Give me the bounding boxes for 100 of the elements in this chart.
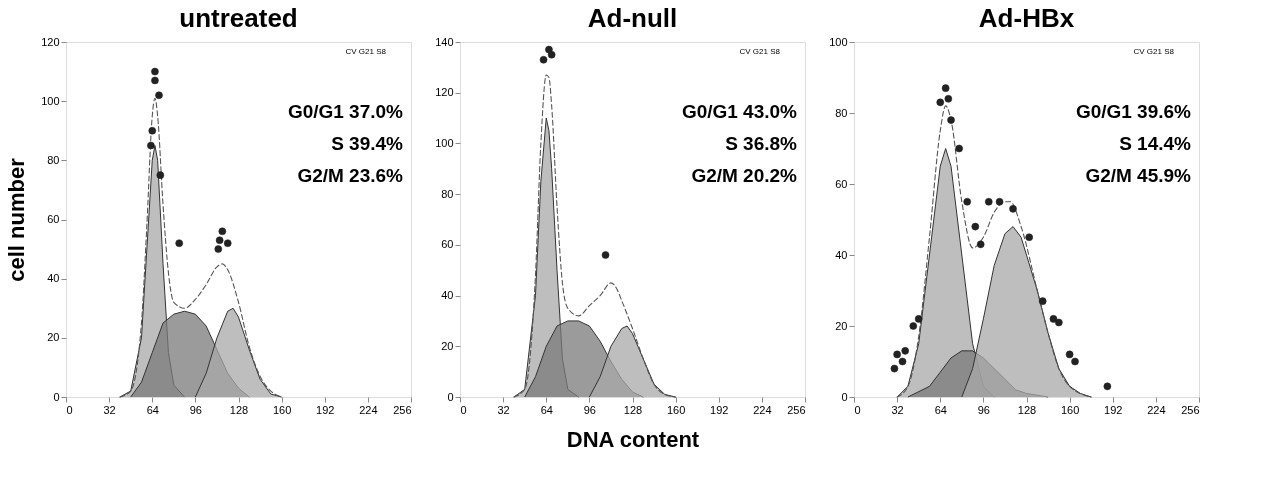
point [156,171,165,179]
y-tick-label: 60 [835,177,848,190]
y-tick-label: 80 [441,187,454,200]
y-axis-title: cell number [4,157,30,282]
x-tick-label: 0 [66,403,73,416]
x-tick-label: 224 [753,403,772,416]
point [898,357,907,366]
point [995,197,1004,206]
x-tick-label: 192 [1104,403,1123,416]
chart-title: Ad-null [587,3,678,33]
annotation: S 36.8% [725,133,798,154]
point [547,50,556,59]
x-tick-label: 96 [977,403,990,416]
y-tick-label: 0 [53,390,60,403]
point [215,236,224,244]
point [175,239,183,247]
point [947,116,955,124]
x-tick-label: 128 [1017,403,1037,416]
x-tick-label: 192 [710,403,729,416]
point [1009,205,1017,213]
y-tick-label: 100 [829,35,848,48]
y-tick-label: 60 [47,213,60,225]
point [893,350,901,359]
point [155,91,163,100]
x-tick-label: 224 [1147,403,1166,416]
annotation: G2/M 23.6% [297,165,404,186]
point [151,67,159,76]
point [1055,318,1063,327]
chart-title: untreated [179,3,298,33]
x-tick-label: 64 [540,403,553,416]
point [976,240,985,249]
y-tick-label: 80 [47,153,60,166]
y-tick-label: 80 [835,106,848,119]
x-tick-label: 32 [891,403,904,416]
x-tick-label: 32 [103,403,116,416]
y-tick-label: 60 [441,238,454,251]
point [148,126,157,135]
point [936,98,945,107]
x-tick-label: 96 [189,403,202,416]
point [218,227,227,236]
x-tick-label: 96 [583,403,596,416]
y-tick-label: 100 [41,94,60,107]
annotation: G0/G1 37.0% [287,101,404,122]
y-tick-label: 20 [47,331,60,344]
point [1025,233,1033,242]
point [147,141,155,150]
point [1071,357,1079,366]
chart-title: Ad-HBx [978,3,1075,33]
y-tick-label: 20 [441,339,454,352]
x-tick-label: 256 [1181,403,1200,416]
x-tick-label: 0 [854,403,861,416]
point [223,239,232,247]
x-tick-label: 64 [146,403,159,416]
annotation: G0/G1 39.6% [1075,101,1192,122]
annotation: S 39.4% [331,133,404,154]
point [539,55,548,64]
point [1103,382,1112,391]
point [914,315,923,323]
annotation: G2/M 20.2% [691,165,798,186]
x-tick-label: 128 [623,403,643,416]
y-tick-label: 120 [435,86,454,99]
annotation: S 14.4% [1119,133,1192,154]
point [1049,315,1058,323]
point [601,251,610,259]
point [901,347,909,355]
x-tick-label: 160 [272,403,292,416]
y-tick-label: 0 [447,390,454,403]
y-tick-label: 20 [835,319,848,332]
x-tick-label: 192 [316,403,335,416]
point [955,144,963,153]
point [971,222,980,231]
y-tick-label: 140 [435,35,454,48]
x-tick-label: 160 [666,403,686,416]
y-tick-label: 40 [441,289,454,302]
point [909,322,918,330]
annotation: CV G21 S8 [739,47,781,56]
point [890,364,899,373]
line-series [513,74,677,398]
y-tick-label: 40 [835,248,848,261]
point [1038,297,1047,305]
x-axis-title: DNA content [566,426,700,452]
point [214,245,223,253]
y-tick-label: 100 [435,136,454,149]
x-tick-label: 32 [497,403,510,416]
annotation: G2/M 45.9% [1085,165,1192,186]
annotation: G0/G1 43.0% [681,101,798,122]
y-tick-label: 0 [841,390,848,403]
point [963,197,971,206]
point [984,197,993,206]
x-tick-label: 64 [934,403,947,416]
y-tick-label: 120 [41,35,60,48]
point [1065,350,1074,359]
point [151,76,159,85]
x-tick-label: 160 [1060,403,1080,416]
x-tick-label: 224 [359,403,378,416]
point [941,84,950,92]
x-tick-label: 256 [393,403,412,416]
y-tick-label: 40 [47,272,60,285]
x-tick-label: 128 [229,403,249,416]
annotation: CV G21 S8 [1133,47,1175,56]
